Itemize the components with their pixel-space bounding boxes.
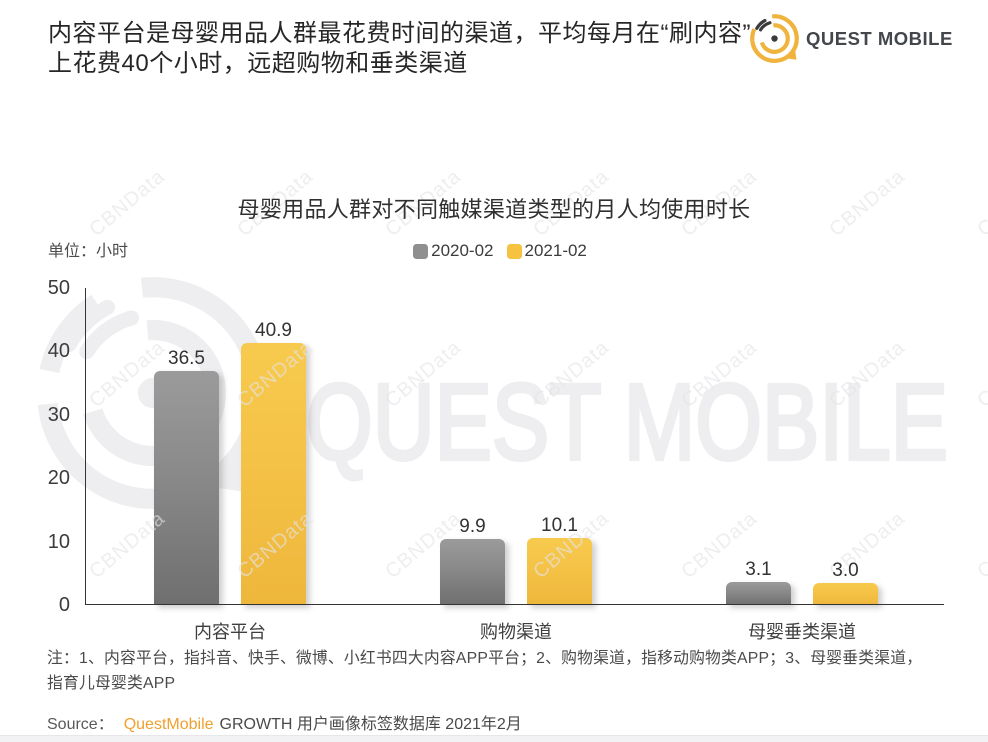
value-label: 3.1 [745,559,772,580]
value-label: 9.9 [459,516,486,537]
y-tick-label: 0 [58,594,70,616]
source-brand: QuestMobile [123,716,214,733]
y-axis-line [85,288,87,605]
chart-title: 母婴用品人群对不同触媒渠道类型的月人均使用时长 [237,197,751,222]
y-tick-label: 10 [47,530,70,553]
bar-2020-02-购物渠道 [440,539,505,605]
legend: 2020-02 2021-02 [6,241,988,261]
legend-label: 2021-02 [524,241,587,260]
y-tick-label: 20 [47,467,70,490]
value-label: 3.0 [832,560,859,581]
bar-2021-02-母婴垂类渠道 [813,583,878,605]
category-label: 母婴垂类渠道 [748,622,856,642]
footnote: 注：1、内容平台，指抖音、快手、微博、小红书四大内容APP平台；2、购物渠道，指… [47,647,967,696]
y-tick-label: 50 [47,277,70,299]
legend-item: 2020-02 [413,241,494,261]
unit-label: 单位：小时 [48,243,129,260]
bottom-strip [0,735,988,742]
source-label: Source： [47,716,114,733]
y-tick-label: 30 [47,403,70,426]
page-title: 内容平台是母婴用品人群最花费时间的渠道，平均每月在“刷内容” 上花费40个小时，… [48,19,778,79]
x-axis-line [85,603,944,606]
bar-2021-02-购物渠道 [527,538,592,605]
value-label: 10.1 [541,515,578,536]
bar-2020-02-内容平台 [154,371,219,605]
watermark-big-text: QUEST MOBILE [306,361,948,482]
footnote-line2: 指育儿母婴类APP [47,674,176,692]
y-tick-label: 40 [47,340,70,363]
legend-swatch [413,243,429,259]
footnote-line1: 注：1、内容平台，指抖音、快手、微博、小红书四大内容APP平台；2、购物渠道，指… [47,650,923,667]
category-label: 购物渠道 [480,622,552,642]
bar-2020-02-母婴垂类渠道 [726,582,791,605]
value-label: 40.9 [255,320,292,341]
category-label: 内容平台 [194,622,266,642]
questmobile-logo: QUEST MOBILE [744,11,980,67]
page-title-line1: 内容平台是母婴用品人群最花费时间的渠道，平均每月在“刷内容” [48,20,751,47]
watermark-logo-icon [47,287,259,499]
value-label: 36.5 [168,348,205,369]
source-rest: GROWTH 用户画像标签数据库 2021年2月 [219,716,522,733]
legend-item: 2021-02 [506,241,587,261]
bar-2021-02-内容平台 [241,343,306,605]
legend-swatch [506,243,522,259]
legend-label: 2020-02 [431,241,494,260]
page-title-line2: 上花费40个小时，远超购物和垂类渠道 [48,50,468,77]
questmobile-logo-text: QUEST MOBILE [806,28,953,49]
source-row: Source： QuestMobile GROWTH 用户画像标签数据库 2021年… [47,710,522,734]
